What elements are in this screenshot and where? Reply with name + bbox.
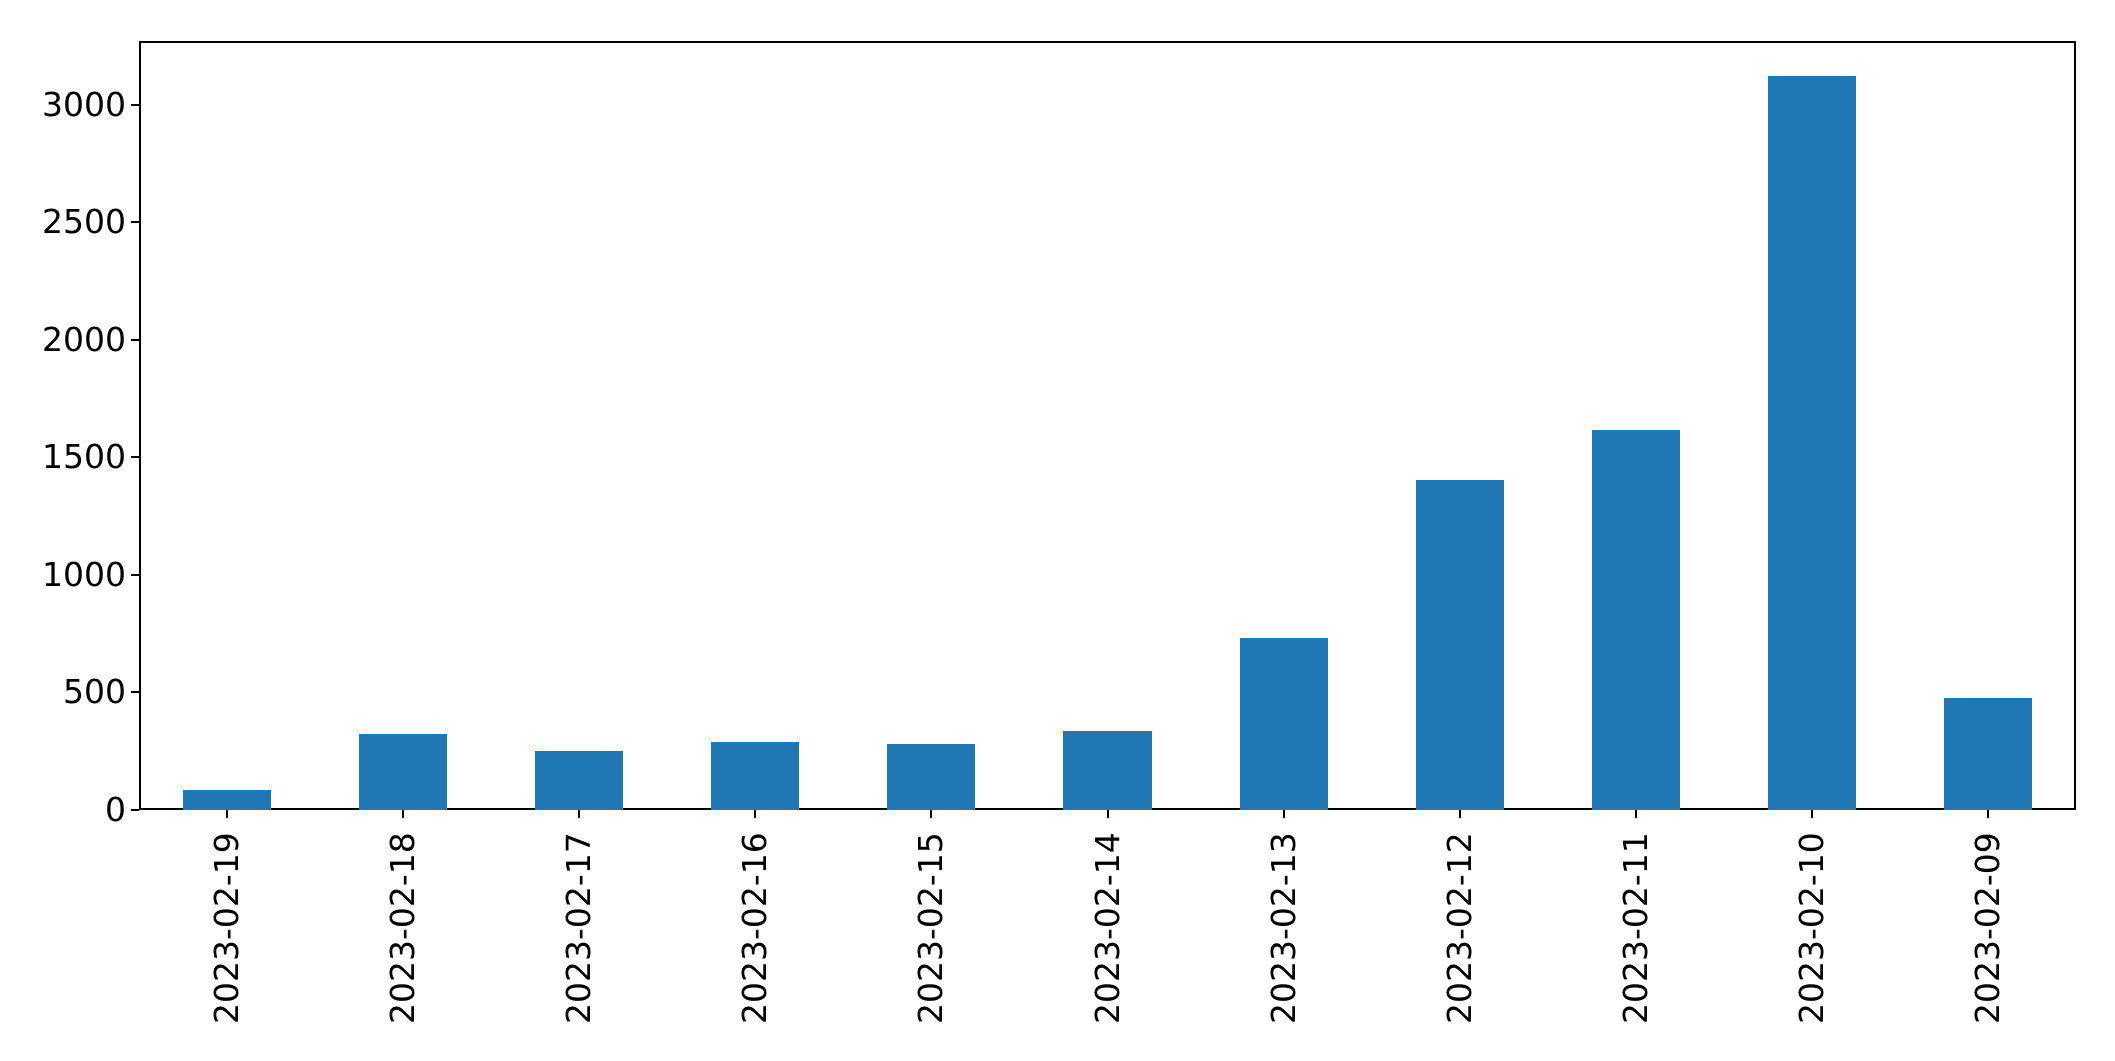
x-tick-label: 2023-02-09 [1967, 832, 2007, 1024]
y-tick-label: 0 [105, 790, 126, 829]
x-tick-mark [1986, 810, 1989, 818]
x-tick-label: 2023-02-10 [1791, 832, 1831, 1024]
y-tick-label: 2500 [42, 202, 126, 242]
x-tick-mark [1458, 810, 1461, 818]
x-tick-mark [930, 810, 933, 818]
x-tick-mark [226, 810, 229, 818]
y-tick-mark [131, 338, 139, 341]
x-tick-label: 2023-02-14 [1087, 832, 1127, 1024]
bar-2023-02-12 [1415, 480, 1504, 810]
x-tick-label: 2023-02-12 [1439, 832, 1479, 1024]
bar-2023-02-16 [711, 741, 800, 810]
bar-2023-02-10 [1767, 76, 1856, 810]
x-tick-label: 2023-02-15 [911, 832, 951, 1024]
x-tick-mark [1106, 810, 1109, 818]
y-tick-label: 3000 [42, 84, 126, 124]
y-tick-mark [131, 103, 139, 106]
x-tick-mark [402, 810, 405, 818]
x-tick-label: 2023-02-19 [207, 832, 247, 1024]
x-tick-label: 2023-02-13 [1263, 832, 1303, 1024]
y-tick-label: 2000 [42, 319, 126, 359]
bar-2023-02-18 [359, 734, 448, 810]
bar-2023-02-15 [887, 743, 976, 810]
x-tick-mark [1282, 810, 1285, 818]
bar-2023-02-17 [535, 750, 624, 810]
y-tick-mark [131, 573, 139, 576]
x-tick-mark [754, 810, 757, 818]
bar-2023-02-19 [183, 790, 272, 810]
bar-2023-02-09 [1943, 697, 2032, 810]
x-tick-label: 2023-02-11 [1615, 832, 1655, 1024]
y-tick-label: 500 [63, 672, 126, 712]
x-tick-label: 2023-02-18 [383, 832, 423, 1024]
y-tick-mark [131, 456, 139, 459]
plot-area [139, 41, 2076, 810]
y-tick-label: 1000 [42, 554, 126, 594]
bar-2023-02-14 [1063, 730, 1152, 810]
x-tick-mark [1810, 810, 1813, 818]
y-tick-mark [131, 691, 139, 694]
x-tick-label: 2023-02-17 [559, 832, 599, 1024]
bar-2023-02-13 [1239, 638, 1328, 810]
x-tick-mark [578, 810, 581, 818]
x-tick-mark [1634, 810, 1637, 818]
y-tick-mark [131, 221, 139, 224]
bar-2023-02-11 [1591, 429, 1680, 810]
y-tick-label: 1500 [42, 437, 126, 477]
y-tick-mark [131, 809, 139, 811]
x-tick-label: 2023-02-16 [735, 832, 775, 1024]
